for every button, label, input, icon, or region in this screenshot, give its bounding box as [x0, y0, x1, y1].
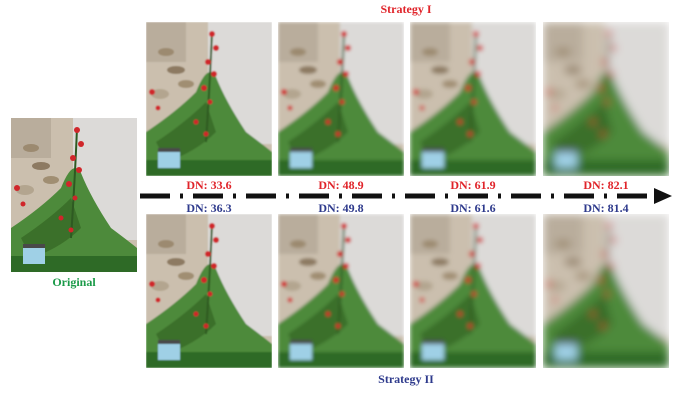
result-image	[410, 214, 536, 368]
original-image	[11, 118, 137, 272]
dn-label: DN: 49.8	[318, 201, 363, 215]
image-content	[410, 22, 536, 176]
dn-label: DN: 61.9	[450, 178, 495, 192]
image-content	[410, 214, 536, 368]
dn-label: DN: 61.6	[450, 201, 495, 215]
image-content	[146, 22, 272, 176]
image-content	[543, 22, 669, 176]
figure: Original Strategy I Strategy II DN: 33.6…	[0, 0, 683, 395]
dn-label: DN: 33.6	[186, 178, 231, 192]
image-content	[278, 22, 404, 176]
result-image	[278, 214, 404, 368]
strategy-title: Strategy II	[378, 372, 434, 386]
original-label: Original	[52, 275, 96, 289]
dn-label: DN: 48.9	[318, 178, 363, 192]
result-image	[278, 22, 404, 176]
arrow-head	[654, 188, 672, 204]
dn-label: DN: 82.1	[583, 178, 628, 192]
result-image	[543, 214, 669, 368]
dn-label: DN: 36.3	[186, 201, 231, 215]
image-content	[543, 214, 669, 368]
dn-label: DN: 81.4	[583, 201, 628, 215]
image-content	[278, 214, 404, 368]
result-image	[543, 22, 669, 176]
result-image	[410, 22, 536, 176]
result-image	[146, 22, 272, 176]
strategy-title: Strategy I	[381, 2, 432, 16]
result-image	[146, 214, 272, 368]
image-content	[146, 214, 272, 368]
